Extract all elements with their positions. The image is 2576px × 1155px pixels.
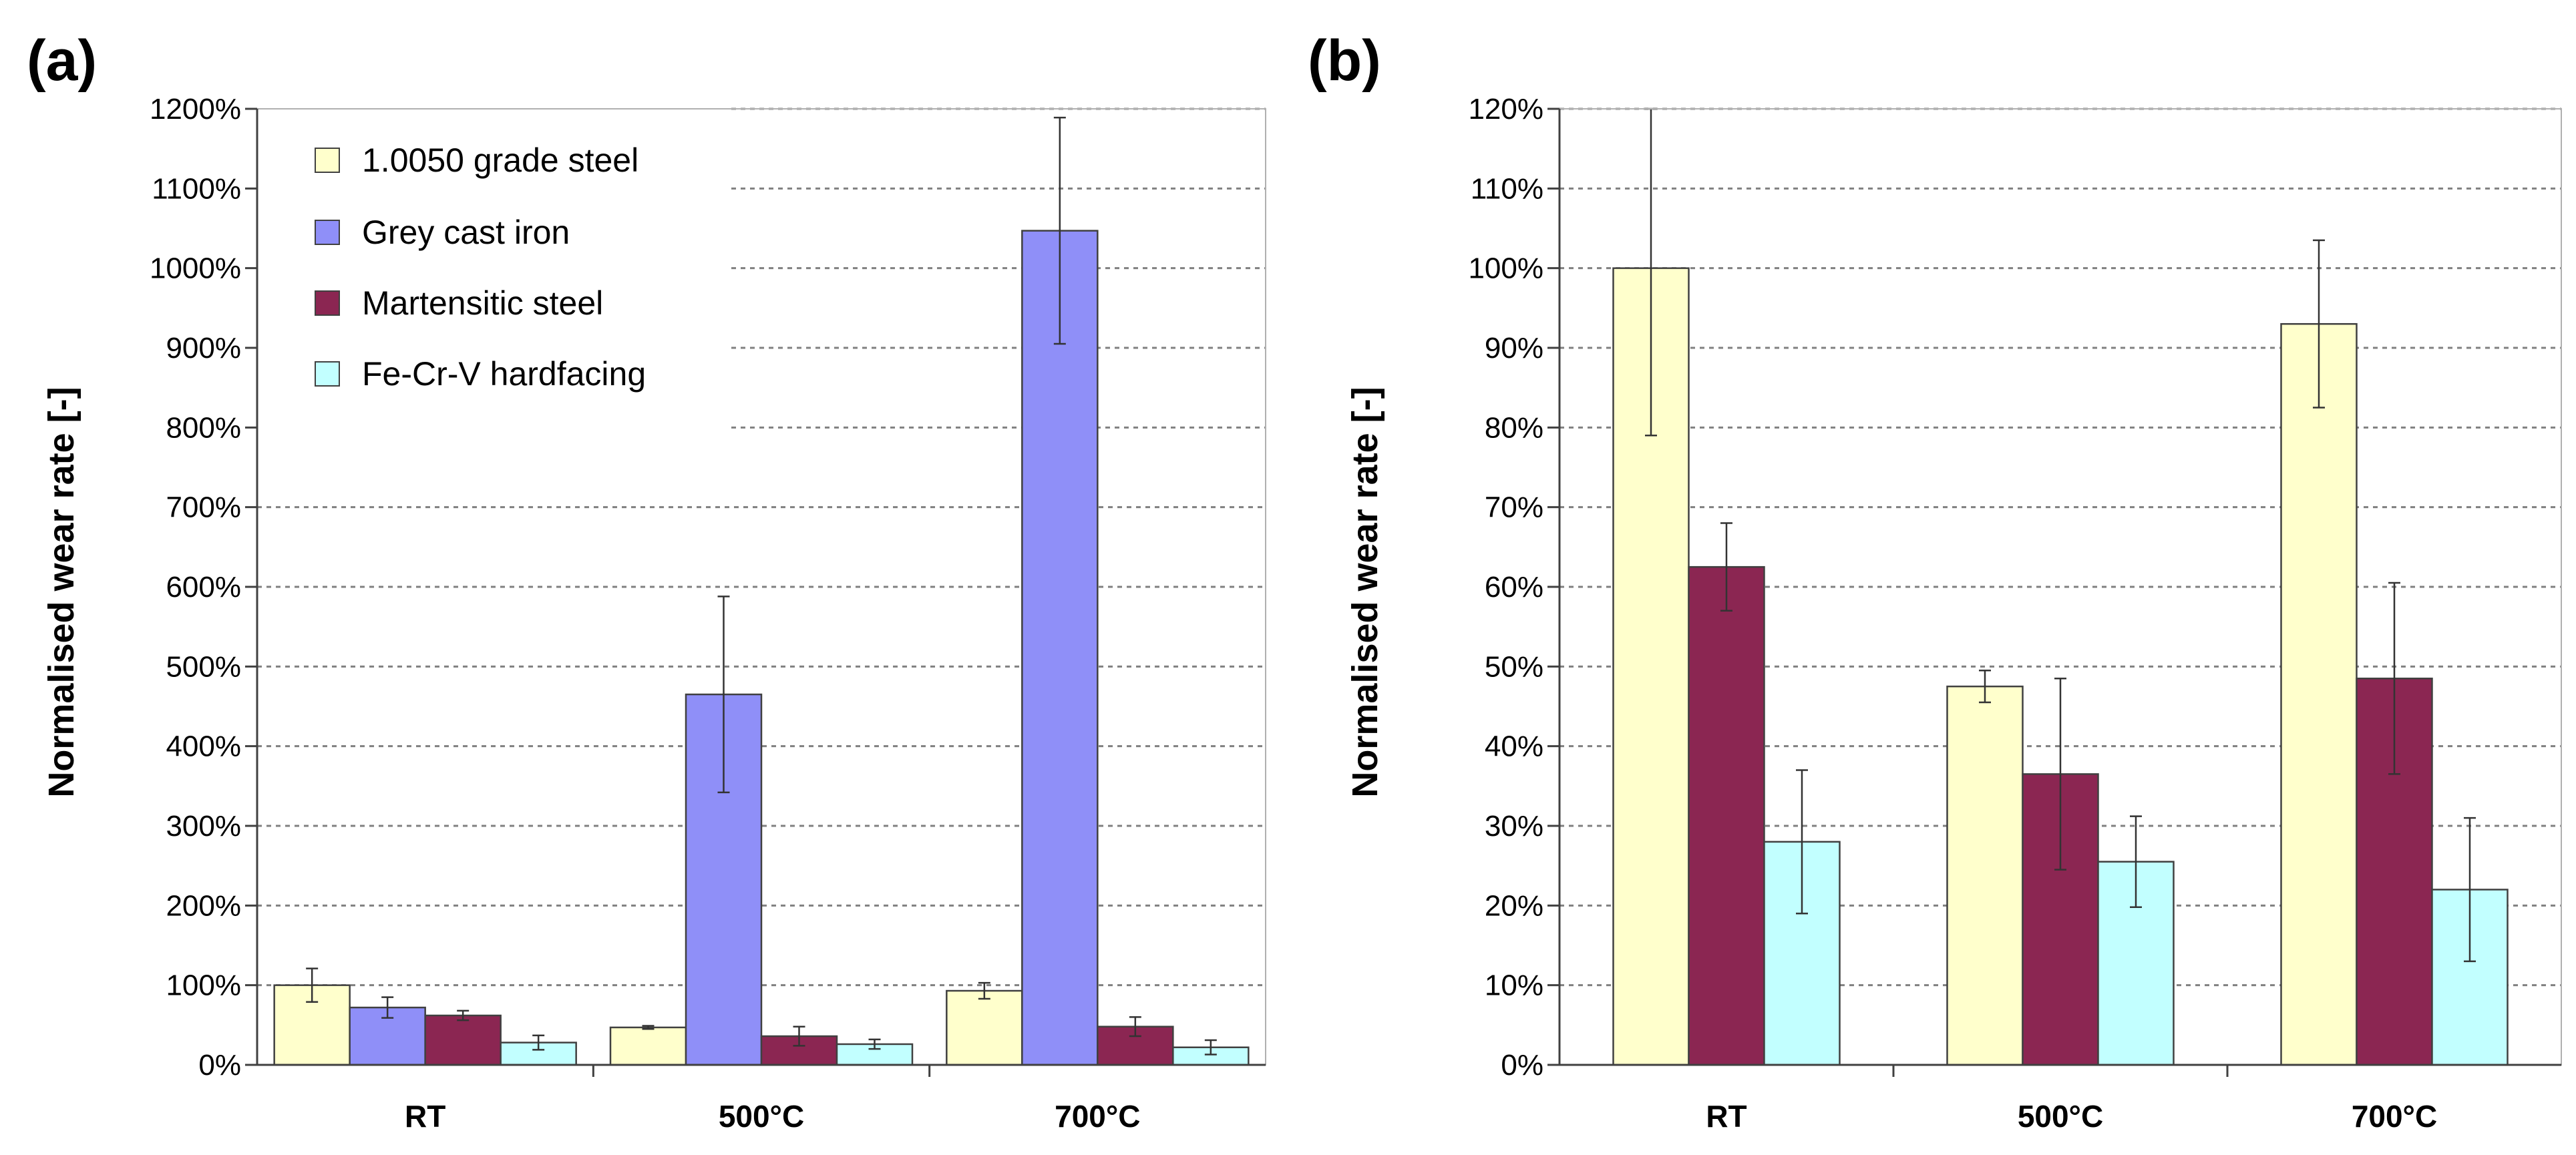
y-tick-label: 600% bbox=[166, 571, 241, 604]
legend: 1.0050 grade steel Grey cast iron Marten… bbox=[315, 142, 646, 393]
x-category-label-rt: RT bbox=[1706, 1099, 1746, 1134]
panel-a-ylabel: Normalised wear rate [-] bbox=[41, 387, 81, 797]
y-tick-label: 800% bbox=[166, 411, 241, 444]
y-tick-label: 1100% bbox=[152, 172, 241, 205]
y-tick-label: 500% bbox=[166, 650, 241, 683]
y-tick-label: 10% bbox=[1485, 969, 1543, 1002]
legend-swatch-1.0050-grade-steel bbox=[315, 148, 340, 173]
x-category-label-500-c: 500°C bbox=[719, 1099, 804, 1134]
y-tick-label: 30% bbox=[1485, 810, 1543, 843]
bar-grey-cast-iron-700-c bbox=[1021, 230, 1099, 1066]
legend-label-1.0050-grade-steel: 1.0050 grade steel bbox=[362, 142, 638, 179]
bar-1.0050-grade-steel-700-c bbox=[2280, 322, 2358, 1066]
legend-label-martensitic-steel: Martensitic steel bbox=[362, 284, 603, 322]
legend-label-grey-cast-iron: Grey cast iron bbox=[362, 214, 570, 251]
y-tick-label: 100% bbox=[1468, 252, 1543, 285]
chart-panel-b: (b) Normalised wear rate [-] 0% 10% 20% 30%… bbox=[1308, 29, 2562, 1134]
y-tick-label: 60% bbox=[1485, 571, 1543, 604]
y-tick-label: 0% bbox=[1501, 1049, 1543, 1082]
y-tick-label: 110% bbox=[1471, 172, 1543, 205]
panel-b-ylabel: Normalised wear rate [-] bbox=[1345, 387, 1385, 797]
bar-martensitic-steel-rt bbox=[424, 1014, 502, 1066]
y-tick-label: 1000% bbox=[150, 252, 241, 285]
x-category-label-500-c: 500°C bbox=[2018, 1099, 2103, 1134]
y-tick-label: 900% bbox=[166, 332, 241, 365]
x-category-label-700-c: 700°C bbox=[2352, 1099, 2437, 1134]
bar-1.0050-grade-steel-700-c bbox=[946, 989, 1023, 1066]
legend-swatch-fe-cr-v-hardfacing bbox=[315, 361, 340, 387]
y-tick-label: 50% bbox=[1485, 650, 1543, 683]
y-tick-label: 300% bbox=[166, 810, 241, 843]
y-tick-label: 1200% bbox=[150, 93, 241, 126]
panel-b-label: (b) bbox=[1308, 29, 1381, 93]
chart-panel-a: (a) Normalised wear rate [-] 0% 100% 200% 3… bbox=[27, 29, 1266, 1134]
y-tick-label: 200% bbox=[166, 889, 241, 922]
bar-1.0050-grade-steel-500-c bbox=[1946, 685, 2024, 1066]
y-tick-label: 20% bbox=[1485, 889, 1543, 922]
legend-swatch-martensitic-steel bbox=[315, 290, 340, 316]
x-category-label-700-c: 700°C bbox=[1055, 1099, 1140, 1134]
y-tick-label: 0% bbox=[198, 1049, 241, 1082]
x-category-label-rt: RT bbox=[405, 1099, 445, 1134]
panel-a-label: (a) bbox=[27, 29, 97, 93]
legend-swatch-grey-cast-iron bbox=[315, 220, 340, 245]
y-tick-label: 700% bbox=[166, 491, 241, 524]
legend-label-fe-cr-v-hardfacing: Fe-Cr-V hardfacing bbox=[362, 355, 646, 393]
bar-1.0050-grade-steel-500-c bbox=[609, 1026, 687, 1066]
bar-martensitic-steel-rt bbox=[1688, 565, 1765, 1066]
y-tick-label: 90% bbox=[1485, 332, 1543, 365]
y-tick-label: 80% bbox=[1485, 411, 1543, 444]
y-tick-label: 100% bbox=[166, 969, 241, 1002]
y-tick-label: 400% bbox=[166, 730, 241, 763]
y-tick-label: 40% bbox=[1485, 730, 1543, 763]
y-tick-label: 70% bbox=[1485, 491, 1543, 524]
y-tick-label: 120% bbox=[1468, 93, 1543, 126]
